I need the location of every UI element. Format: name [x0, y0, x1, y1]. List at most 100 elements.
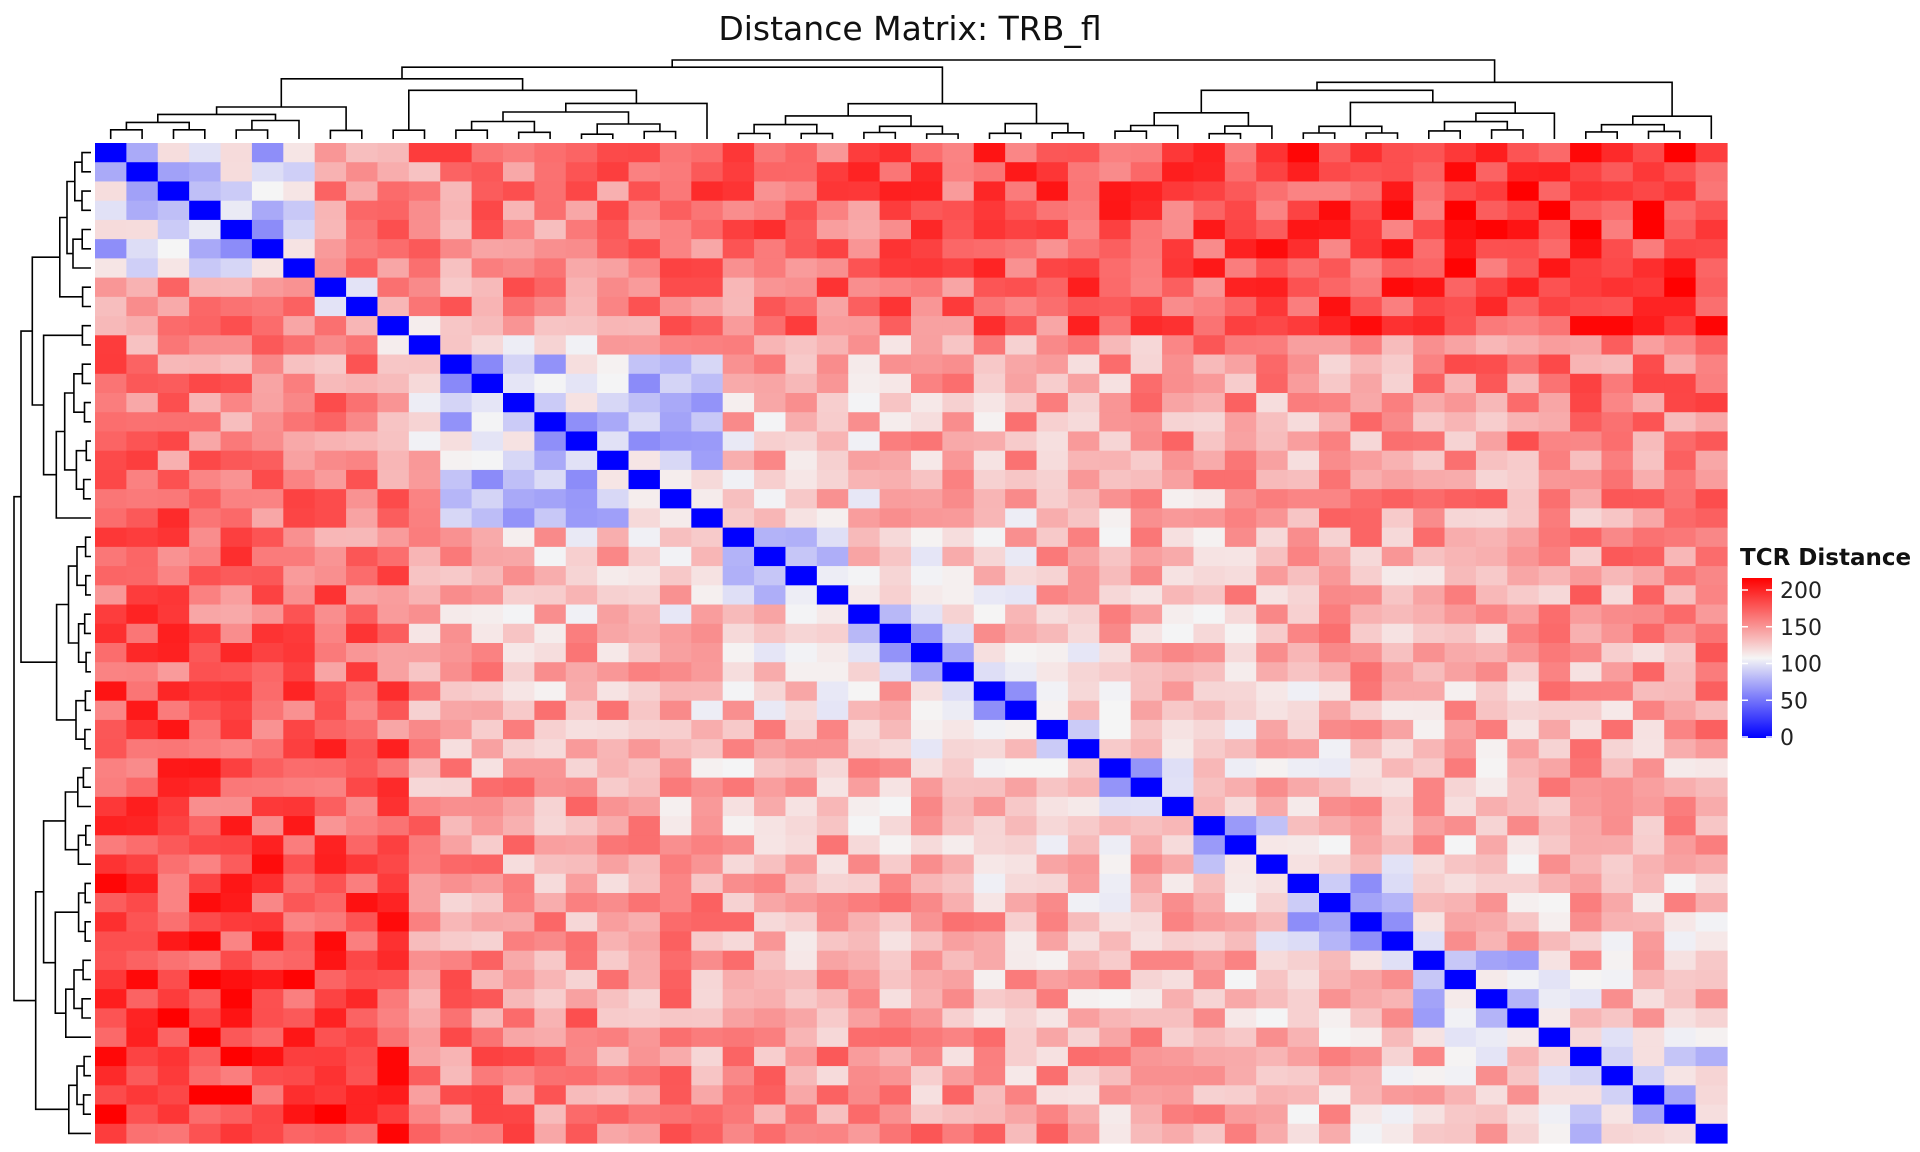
heatmap-cell: [1475, 969, 1508, 990]
heatmap-cell: [722, 796, 755, 817]
heatmap-cell: [1475, 623, 1508, 644]
heatmap-cell: [534, 1008, 567, 1029]
heatmap-cell: [189, 950, 222, 971]
heatmap-cell: [157, 489, 190, 509]
heatmap-cell: [1475, 258, 1508, 279]
heatmap-cell: [1067, 835, 1100, 856]
heatmap-cell: [314, 239, 347, 259]
heatmap-cell: [942, 181, 975, 202]
heatmap-cell: [659, 527, 692, 548]
heatmap-cell: [722, 816, 755, 836]
heatmap-cell: [1413, 143, 1446, 163]
heatmap-cell: [1538, 508, 1571, 529]
heatmap-cell: [628, 950, 661, 971]
heatmap-cell: [942, 1008, 975, 1029]
heatmap-cell: [189, 604, 222, 625]
heatmap-cell: [942, 1046, 975, 1067]
heatmap-cell: [1632, 893, 1665, 913]
heatmap-cell: [816, 354, 849, 375]
heatmap-cell: [1036, 354, 1069, 375]
heatmap-cell: [1287, 681, 1320, 702]
heatmap-cell: [1350, 893, 1383, 913]
heatmap-cell: [1036, 1046, 1069, 1067]
heatmap-cell: [1695, 316, 1728, 336]
dendrogram-branch: [784, 115, 912, 127]
heatmap-cell: [1193, 893, 1226, 913]
heatmap-cell: [848, 277, 881, 298]
heatmap-cell: [816, 489, 849, 509]
heatmap-cell: [314, 219, 347, 240]
heatmap-cell: [785, 335, 818, 356]
heatmap-cell: [1507, 585, 1540, 606]
heatmap-cell: [942, 796, 975, 817]
heatmap-cell: [1475, 1046, 1508, 1067]
heatmap-cell: [785, 508, 818, 529]
heatmap-cell: [1193, 316, 1226, 336]
heatmap-cell: [1475, 758, 1508, 779]
heatmap-cell: [1695, 854, 1728, 875]
heatmap-cell: [565, 373, 598, 394]
heatmap-cell: [471, 296, 504, 317]
heatmap-cell: [1319, 1066, 1351, 1086]
heatmap-cell: [157, 912, 190, 933]
heatmap-cell: [1664, 969, 1697, 990]
heatmap-cell: [1570, 450, 1603, 471]
heatmap-cell: [1319, 296, 1351, 317]
heatmap-cell: [471, 373, 504, 394]
heatmap-cell: [628, 777, 661, 798]
heatmap-cell: [785, 969, 818, 990]
heatmap-cell: [1193, 931, 1226, 952]
heatmap-cell: [1475, 412, 1508, 433]
heatmap-cell: [126, 931, 159, 952]
heatmap-cell: [597, 777, 630, 798]
heatmap-cell: [1413, 258, 1446, 279]
heatmap-cell: [126, 643, 159, 663]
heatmap-cell: [785, 393, 818, 413]
heatmap-cell: [848, 527, 881, 548]
heatmap-cell: [440, 950, 473, 971]
heatmap-cell: [1067, 508, 1100, 529]
heatmap-cell: [377, 1027, 410, 1048]
heatmap-cell: [1350, 835, 1383, 856]
heatmap-cell: [597, 412, 630, 433]
heatmap-cell: [408, 989, 441, 1009]
heatmap-cell: [251, 162, 284, 183]
heatmap-cell: [942, 316, 975, 336]
heatmap-cell: [879, 546, 912, 567]
heatmap-cell: [346, 1085, 379, 1106]
dendrogram-branch: [83, 1055, 91, 1077]
heatmap-cell: [942, 854, 975, 875]
heatmap-cell: [1381, 758, 1414, 779]
heatmap-cell: [408, 546, 441, 567]
heatmap-cell: [220, 604, 253, 625]
heatmap-cell: [785, 1008, 818, 1029]
heatmap-cell: [534, 566, 567, 586]
heatmap-cell: [377, 469, 410, 490]
heatmap-cell: [1381, 1104, 1414, 1125]
heatmap-cell: [346, 700, 379, 721]
heatmap-cell: [879, 604, 912, 625]
heatmap-cell: [911, 373, 943, 394]
heatmap-cell: [1507, 1008, 1540, 1029]
heatmap-cell: [377, 854, 410, 875]
heatmap-cell: [440, 277, 473, 298]
heatmap-cell: [1067, 893, 1100, 913]
heatmap-cell: [1475, 239, 1508, 259]
heatmap-cell: [189, 662, 222, 683]
heatmap-cell: [1601, 1008, 1634, 1029]
heatmap-cell: [1507, 796, 1540, 817]
heatmap-cell: [1067, 373, 1100, 394]
heatmap-cell: [251, 239, 284, 259]
heatmap-cell: [251, 854, 284, 875]
heatmap-cell: [1381, 181, 1414, 202]
heatmap-cell: [1475, 816, 1508, 836]
heatmap-cell: [283, 585, 316, 606]
heatmap-cell: [314, 258, 347, 279]
heatmap-cell: [95, 1066, 127, 1086]
heatmap-cell: [1036, 873, 1069, 894]
heatmap-cell: [659, 1046, 692, 1067]
heatmap-cell: [157, 1123, 190, 1144]
heatmap-cell: [1444, 508, 1477, 529]
dendrogram-branch: [83, 613, 91, 635]
heatmap-cell: [1413, 1085, 1446, 1106]
